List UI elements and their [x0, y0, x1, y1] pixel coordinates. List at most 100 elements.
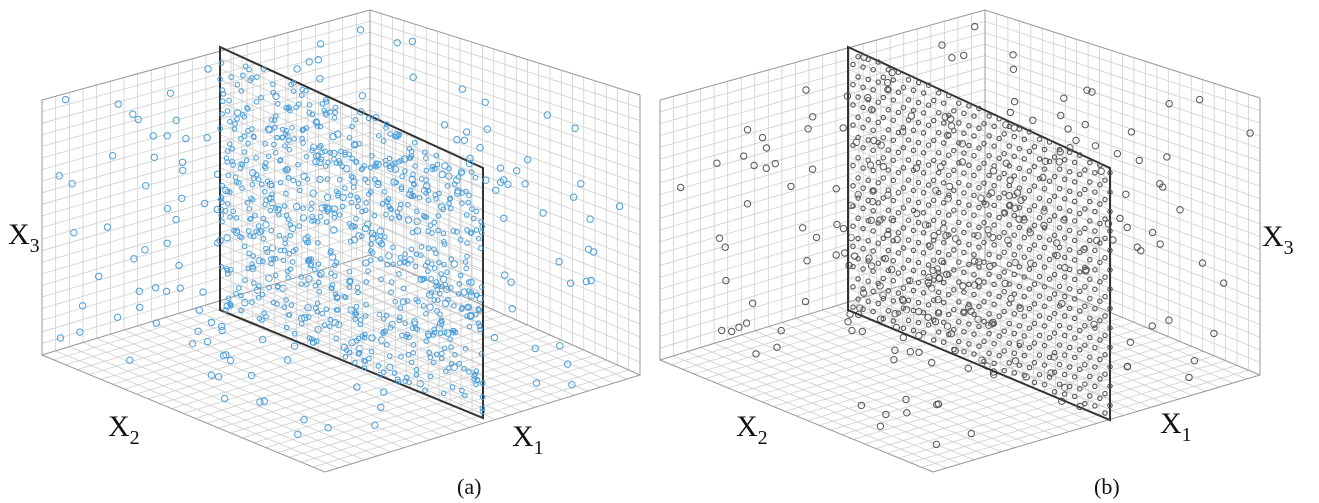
panel-a-point [312, 118, 320, 126]
panel-b-plane-point [935, 229, 942, 236]
panel-b-rightwall-gridline-v-18 [984, 55, 1261, 149]
panel-a-point [316, 175, 324, 184]
panel-b-plane-point [1097, 356, 1103, 363]
panel-b-plane-point [961, 170, 967, 176]
panel-b-plane-point [1016, 342, 1023, 349]
panel-b-plane-point [981, 120, 987, 127]
panel-a-point [460, 136, 469, 145]
panel-a-floor-gridline-v-13 [219, 300, 496, 420]
panel-b-plane-point [1107, 189, 1113, 195]
panel-b-plane-point [1092, 169, 1098, 176]
panel-a-plane-point [416, 194, 423, 201]
panel-a-plane-point [454, 228, 460, 235]
panel-b-plane-point [920, 170, 927, 176]
panel-b-point [964, 364, 972, 372]
panel-a-plane-point [479, 405, 486, 412]
panel-a-point [368, 334, 376, 342]
panel-a-plane-point [402, 251, 408, 257]
panel-a-point [76, 328, 84, 336]
panel-b-plane-point [981, 358, 987, 364]
panel-a-plane-gridline-v-5 [219, 254, 484, 367]
panel-b-plane-point [850, 142, 856, 149]
panel-b-x1-label: X1 [1160, 407, 1192, 446]
panel-b-plane-point [925, 122, 932, 128]
panel-a-plane-point [235, 285, 242, 291]
panel-a-plane-point [402, 378, 409, 384]
panel-b-leftwall-gridline-v-16 [659, 77, 986, 172]
panel-b-plane-point [1041, 205, 1048, 212]
panel-b-plane-point [1036, 332, 1043, 339]
panel-a-plane-point [447, 196, 453, 202]
panel-b-floor-gridline-v-8 [768, 326, 1043, 441]
panel-b-plane-point [1102, 293, 1108, 300]
panel-b-point [899, 333, 907, 342]
panel-b-plane-point [1097, 317, 1103, 324]
panel-b-plane-point [895, 149, 902, 156]
panel-a-plane-point [273, 113, 279, 119]
panel-b-plane-point [1011, 212, 1018, 219]
panel-b-point [833, 220, 841, 229]
panel-a-point [290, 342, 299, 350]
panel-a-rightwall-gridline-v-17 [369, 65, 641, 160]
panel-b-point [1010, 97, 1019, 106]
panel-a-plane-point [261, 310, 267, 317]
panel-b-plane-point [1087, 237, 1093, 244]
panel-b-plane-point [1031, 202, 1038, 209]
panel-b-plane-point [860, 64, 866, 70]
panel-b-plane-point [895, 230, 902, 236]
panel-b-point [928, 359, 936, 367]
panel-a-plane-point [328, 285, 335, 291]
panel-b-plane-point [1021, 293, 1028, 300]
panel-a-plane-point [223, 155, 230, 161]
panel-a-point [586, 215, 594, 223]
panel-a-plane-point [217, 76, 223, 82]
panel-a-plane-point [395, 213, 402, 220]
panel-b-plane-point [1016, 145, 1023, 152]
panel-b-plane-point [850, 162, 856, 169]
panel-b-plane-point [971, 212, 977, 218]
panel-a-plane-point [435, 227, 441, 234]
panel-b-point [715, 234, 724, 242]
panel-b-plane-point [1071, 315, 1078, 322]
panel-a-plane-point [369, 250, 376, 256]
panel-a-leftwall-gridline-v-5 [41, 198, 371, 298]
panel-b-point [1122, 190, 1130, 199]
panel-a-plane-point [250, 233, 257, 240]
panel-b-plane-point [951, 287, 957, 293]
panel-b-leftwall-gridline-v-6 [659, 191, 986, 290]
panel-a-plane-point [380, 138, 387, 144]
panel-b-plane-point [951, 108, 957, 114]
panel-a-plane-point [441, 345, 448, 352]
panel-b-plane-point [885, 167, 892, 173]
panel-a-point [361, 224, 370, 233]
panel-b-point [1013, 189, 1022, 197]
panel-a-plane-point [466, 323, 473, 330]
panel-b-point [1091, 142, 1100, 150]
panel-b-plane-point [991, 360, 997, 367]
panel-a-plane-point [368, 348, 375, 355]
panel-a-point [113, 313, 122, 321]
panel-a-point [226, 356, 235, 365]
panel-b-point [1156, 180, 1164, 188]
panel-a-plane-point [247, 216, 253, 222]
panel-b-point [926, 242, 934, 250]
panel-b-plane-point [981, 200, 987, 206]
panel-a-point [467, 292, 476, 300]
panel-b-point [857, 401, 866, 410]
panel-a-plane-point [231, 126, 238, 132]
panel-a-plane-point [367, 164, 374, 171]
panel-a-point [200, 199, 209, 208]
panel-a-plane-point [303, 125, 310, 131]
panel-b-floor-gridline-v-10 [795, 317, 1070, 432]
panel-a-plane-point [473, 292, 480, 298]
panel-a-rightwall-gridline-v-10 [369, 143, 641, 249]
panel-b-plane-point [976, 184, 982, 191]
panel-b-plane-point [850, 243, 856, 250]
panel-b-plane-point [951, 187, 957, 194]
panel-b-plane-point [1056, 342, 1063, 348]
panel-a-point [441, 162, 449, 170]
panel-a-point [406, 256, 414, 264]
panel-b-plane-point [1041, 323, 1048, 329]
panel-b-floor-gridline-v-5 [727, 338, 1002, 453]
panel-a-point [334, 130, 342, 138]
